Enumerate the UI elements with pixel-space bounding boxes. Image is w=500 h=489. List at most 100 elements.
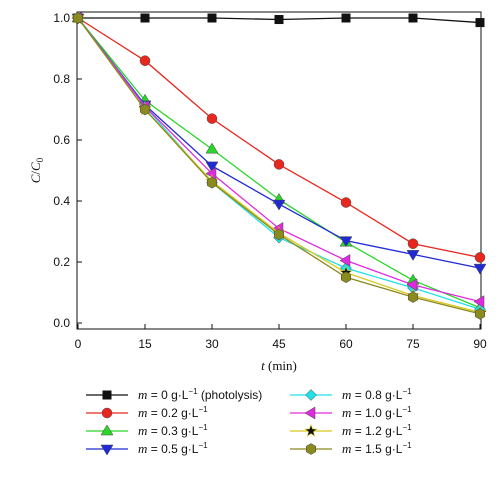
legend-item: m = 0.8 g·L−1 [290,387,412,402]
legend-item: m = 1.0 g·L−1 [290,405,412,420]
data-point [205,167,217,180]
y-axis: 0.0 0.2 0.4 0.6 0.8 1.0 [53,11,82,330]
data-point [274,15,284,25]
legend-swatch-marker [304,423,318,437]
x-tick-label: 60 [339,337,353,351]
legend-label: m = 1.5 g·L−1 [342,441,412,456]
data-point [206,176,218,189]
x-tick-label: 0 [75,337,82,351]
legend-label-eq: = 0.3 g·L [147,424,198,438]
legend-label: m = 0.8 g·L−1 [342,387,412,402]
legend-label: m = 1.0 g·L−1 [342,405,412,420]
legend-label-var: m [342,441,351,456]
y-tick-label: 0.2 [53,255,70,269]
data-point [408,13,418,23]
data-point [474,252,486,263]
data-point [339,254,351,267]
legend-label-sup: −1 [198,441,208,450]
x-tick-label: 15 [138,337,152,351]
data-point [474,308,486,320]
legend-label-eq: = 1.0 g·L [351,406,402,420]
legend-swatch-marker [100,424,114,436]
data-point [140,13,150,23]
x-tick-label: 75 [406,337,420,351]
data-point [341,13,351,23]
legend-item: m = 0.3 g·L−1 [86,423,208,438]
series-0 [73,13,485,28]
legend-label-var: m [342,405,351,420]
data-point [272,199,286,211]
legend-label-var: m [138,405,147,420]
data-point [406,250,420,261]
legend-label-eq: = 0.8 g·L [351,388,402,402]
legend-label-var: m [138,441,147,456]
y-axis-label-slash: / [28,171,43,175]
y-tick-label: 1.0 [53,11,70,25]
data-point [139,103,151,116]
series-7 [72,12,486,320]
data-point [406,278,418,292]
x-axis-label-var: t [261,358,265,373]
legend-swatch-marker [305,389,317,401]
x-axis-label-unit: (min) [265,358,297,373]
data-point [206,113,218,124]
x-tick-label: 90 [473,337,487,351]
y-tick-label: 0.8 [53,72,70,86]
legend-swatch-marker [305,443,317,455]
x-axis-label: t (min) [261,358,297,373]
legend: m = 0 g·L−1 (photolysis)m = 0.2 g·L−1m =… [86,387,412,456]
legend-swatch-marker [304,406,316,420]
data-point [475,18,485,28]
data-point [407,291,419,303]
x-tick-label: 45 [272,337,286,351]
data-point [273,228,285,241]
data-point [205,142,219,154]
data-point [473,295,485,309]
legend-label-eq: = 0 g·L [147,388,188,402]
legend-item: m = 1.5 g·L−1 [290,441,412,456]
legend-label: m = 0.2 g·L−1 [138,405,208,420]
data-point [407,238,419,249]
series-layer [71,10,487,320]
legend-label-eq: = 0.2 g·L [147,406,198,420]
data-point [340,197,352,208]
legend-label-sup: −1 [402,405,412,414]
y-tick-label: 0.6 [53,133,70,147]
data-point [72,12,84,24]
legend-label-sup: −1 [198,405,208,414]
data-point [473,263,487,275]
legend-label-tail: (photolysis) [198,388,263,402]
legend-label-sup: −1 [188,387,198,396]
legend-label-eq: = 0.5 g·L [147,442,198,456]
data-point [207,13,217,23]
x-axis: 0 15 30 45 60 75 90 [75,324,487,351]
legend-item: m = 0.5 g·L−1 [86,441,208,456]
legend-label-eq: = 1.2 g·L [351,424,402,438]
data-point [273,159,285,170]
x-tick-label: 30 [205,337,219,351]
legend-item: m = 1.2 g·L−1 [290,423,412,438]
legend-swatch-marker [101,407,113,419]
y-axis-label-c2: C [28,162,43,171]
legend-label: m = 0.3 g·L−1 [138,423,208,438]
y-tick-label: 0.0 [53,316,70,330]
legend-item: m = 0 g·L−1 (photolysis) [86,387,262,402]
legend-item: m = 0.2 g·L−1 [86,405,208,420]
legend-swatch-marker [100,444,114,456]
legend-label-var: m [342,387,351,402]
legend-label-var: m [138,387,147,402]
legend-label-sup: −1 [402,423,412,432]
legend-label: m = 0.5 g·L−1 [138,441,208,456]
series-line [77,17,481,259]
legend-label-var: m [138,423,147,438]
data-point [339,236,353,248]
legend-label-sup: −1 [402,387,412,396]
plot-area [76,11,482,330]
legend-label-sup: −1 [402,441,412,450]
y-axis-label-c1: C [28,174,43,183]
legend-label: m = 0 g·L−1 (photolysis) [138,387,262,402]
legend-swatch-marker [102,390,112,400]
data-point [340,271,352,284]
plot-frame [76,11,482,330]
